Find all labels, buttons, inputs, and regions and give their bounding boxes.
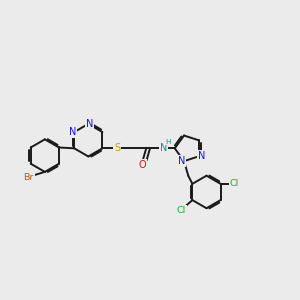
Text: N: N xyxy=(86,119,93,129)
Text: Cl: Cl xyxy=(176,206,186,215)
Text: S: S xyxy=(114,143,120,153)
Text: N: N xyxy=(69,127,76,137)
Text: Br: Br xyxy=(23,173,34,182)
Text: O: O xyxy=(139,160,146,170)
Text: N: N xyxy=(178,156,185,166)
Text: N: N xyxy=(160,143,167,153)
Text: H: H xyxy=(165,139,171,145)
Text: Cl: Cl xyxy=(230,179,239,188)
Text: N: N xyxy=(198,151,205,161)
